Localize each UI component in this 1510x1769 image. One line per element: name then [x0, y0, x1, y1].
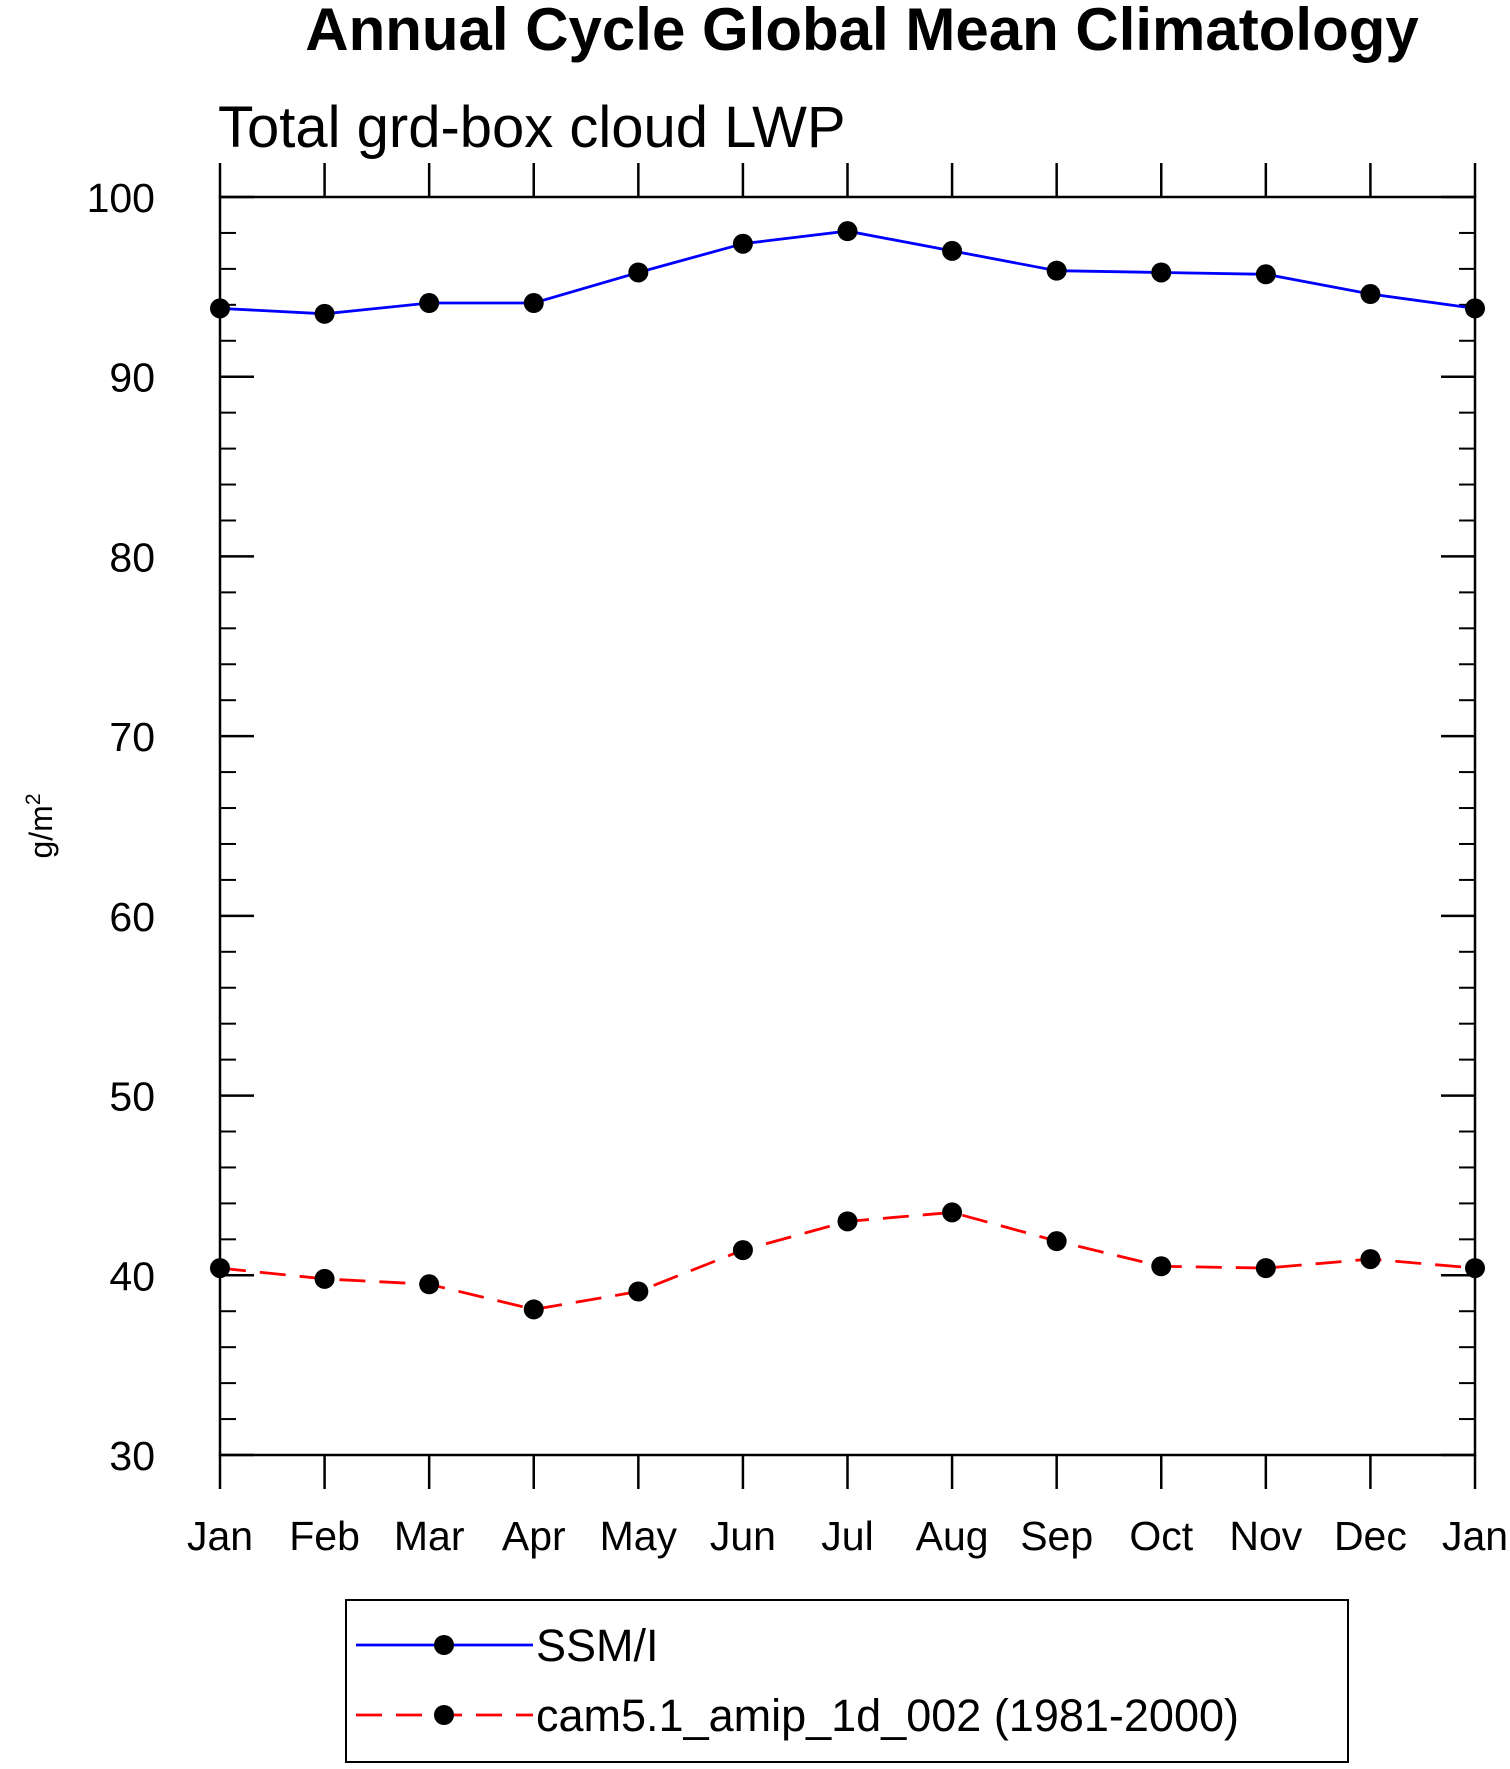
data-point — [1255, 264, 1276, 285]
legend-box — [345, 1599, 1349, 1763]
data-point — [419, 1274, 440, 1295]
data-point — [628, 262, 649, 283]
y-axis-label: g/m2 — [22, 793, 59, 858]
data-point — [1465, 1258, 1485, 1279]
x-tick-label: Nov — [1229, 1513, 1302, 1559]
y-tick-label: 60 — [109, 894, 155, 940]
data-point — [419, 293, 440, 314]
legend: SSM/I cam5.1_amip_1d_002 (1981-2000) — [345, 1599, 1349, 1763]
data-point — [314, 1268, 335, 1289]
series-layer — [210, 221, 1485, 1320]
series-2 — [210, 1202, 1485, 1320]
y-tick-label: 100 — [87, 175, 155, 221]
data-point — [1046, 1231, 1067, 1252]
series-1 — [210, 221, 1485, 324]
x-tick-label: Feb — [289, 1513, 360, 1559]
legend-marker — [434, 1705, 454, 1725]
chart-subtitle: Total grd-box cloud LWP — [218, 95, 846, 160]
data-point — [523, 293, 544, 314]
data-point — [1360, 284, 1381, 305]
data-point — [1255, 1258, 1276, 1279]
y-tick-label: 70 — [109, 714, 155, 760]
legend-label: cam5.1_amip_1d_002 (1981-2000) — [536, 1690, 1239, 1741]
y-axis-label-text: g/m — [23, 805, 59, 858]
x-tick-label: Jul — [821, 1513, 873, 1559]
data-point — [1151, 1256, 1172, 1277]
data-point — [837, 1211, 858, 1232]
legend-marker — [434, 1635, 454, 1655]
legend-label: SSM/I — [536, 1620, 659, 1671]
y-tick-label: 50 — [109, 1074, 155, 1120]
data-point — [1360, 1249, 1381, 1270]
y-tick-label: 80 — [109, 534, 155, 580]
series-line — [219, 229, 1476, 316]
data-point — [942, 1202, 963, 1223]
data-point — [523, 1299, 544, 1320]
x-tick-label: Jan — [187, 1513, 253, 1559]
x-tick-label: Aug — [916, 1513, 989, 1559]
y-tick-label: 30 — [109, 1433, 155, 1479]
y-axis-label-superscript: 2 — [22, 793, 45, 805]
chart-title: Annual Cycle Global Mean Climatology — [305, 0, 1419, 63]
x-tick-label: Jan — [1442, 1513, 1508, 1559]
data-point — [628, 1281, 649, 1302]
y-tick-label: 90 — [109, 355, 155, 401]
data-point — [942, 240, 963, 261]
data-point — [1046, 260, 1067, 281]
data-point — [1465, 298, 1485, 319]
y-tick-label: 40 — [109, 1253, 155, 1299]
data-point — [1151, 262, 1172, 283]
data-point — [314, 303, 335, 324]
data-point — [732, 233, 753, 254]
x-tick-label: Mar — [394, 1513, 465, 1559]
x-tick-label: May — [600, 1513, 678, 1559]
x-tick-label: Sep — [1020, 1513, 1093, 1559]
data-point — [210, 1258, 230, 1279]
x-tick-label: Jun — [710, 1513, 776, 1559]
data-point — [210, 298, 230, 319]
data-point — [837, 221, 858, 242]
x-tick-label: Dec — [1334, 1513, 1407, 1559]
data-point — [732, 1240, 753, 1261]
plot-axes: Jan Feb Mar Apr May Jun Jul Aug Sep Oct Nov Dec Jan 3… — [87, 163, 1508, 1559]
x-tick-label: Apr — [502, 1513, 566, 1559]
x-tick-label: Oct — [1129, 1513, 1193, 1559]
